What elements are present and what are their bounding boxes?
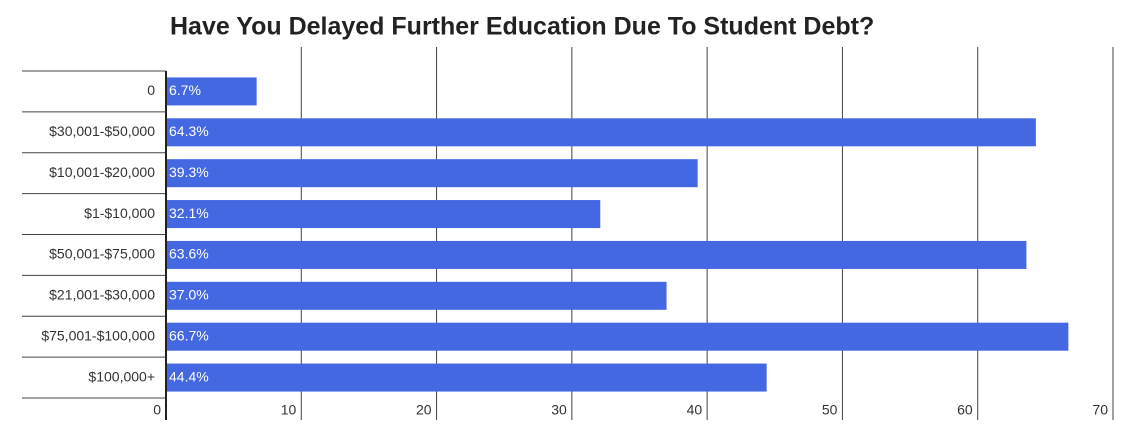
value-label: 6.7%	[169, 82, 201, 98]
x-tick-label: 50	[822, 402, 838, 418]
value-label: 39.3%	[169, 164, 209, 180]
value-label: 63.6%	[169, 246, 209, 262]
y-tick-label: $1-$10,000	[84, 205, 155, 221]
bar	[166, 77, 257, 106]
y-tick-label: $30,001-$50,000	[49, 123, 155, 139]
bar	[166, 322, 1069, 351]
value-label: 32.1%	[169, 205, 209, 221]
value-label: 64.3%	[169, 123, 209, 139]
y-tick-label: $100,000+	[88, 368, 155, 384]
bar	[166, 159, 698, 188]
x-tick-label: 10	[281, 402, 297, 418]
value-label: 66.7%	[169, 327, 209, 343]
bar	[166, 240, 1027, 269]
bar	[166, 281, 667, 310]
y-tick-label: $75,001-$100,000	[41, 327, 155, 343]
y-tick-label: 0	[147, 82, 155, 98]
chart-title: Have You Delayed Further Education Due T…	[170, 13, 874, 41]
x-tick-label: 20	[416, 402, 432, 418]
value-label: 37.0%	[169, 287, 209, 303]
y-tick-label: $50,001-$75,000	[49, 246, 155, 262]
x-tick-label: 0	[153, 402, 161, 418]
y-tick-label: $21,001-$30,000	[49, 287, 155, 303]
x-tick-label: 40	[687, 402, 703, 418]
x-tick-label: 60	[957, 402, 973, 418]
x-tick-label: 70	[1092, 402, 1108, 418]
x-tick-label: 30	[551, 402, 567, 418]
bar	[166, 200, 601, 229]
value-label: 44.4%	[169, 368, 209, 384]
y-tick-label: $10,001-$20,000	[49, 164, 155, 180]
bar	[166, 118, 1036, 147]
bar	[166, 363, 767, 392]
